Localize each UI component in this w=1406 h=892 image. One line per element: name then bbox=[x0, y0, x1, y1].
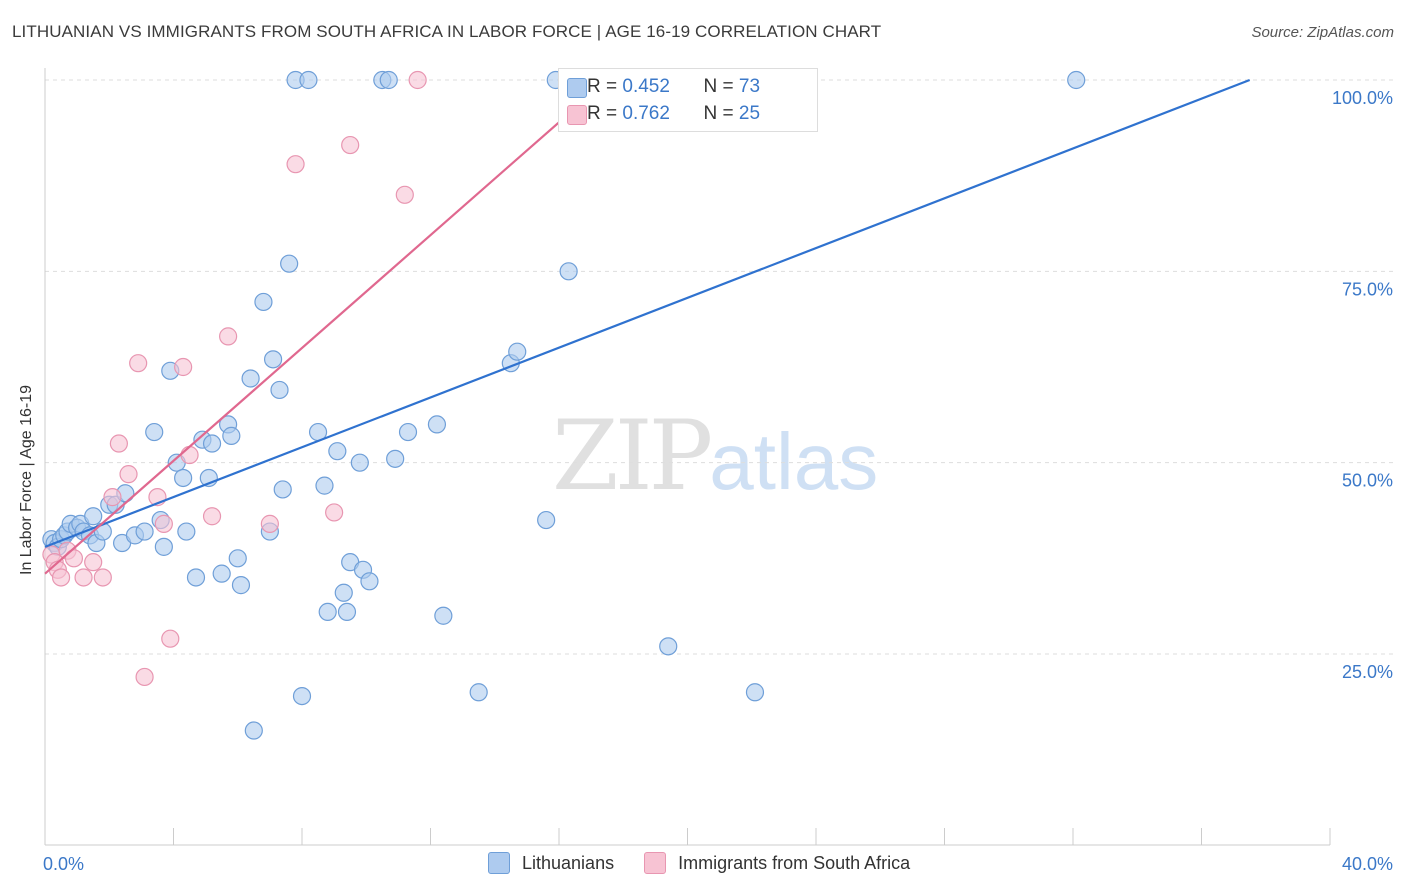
chart-title: LITHUANIAN VS IMMIGRANTS FROM SOUTH AFRI… bbox=[12, 22, 882, 41]
lithuanian-point bbox=[292, 686, 312, 706]
south-africa-point bbox=[341, 135, 360, 155]
y-axis-label: In Labor Force | Age 16-19 bbox=[18, 384, 35, 575]
lithuanian-point bbox=[299, 70, 318, 90]
x-tick-label: 0.0% bbox=[43, 854, 84, 874]
lithuanian-point bbox=[280, 254, 299, 273]
lithuanian-point bbox=[386, 449, 405, 468]
n-value: 25 bbox=[738, 103, 761, 124]
lithuanian-point bbox=[84, 507, 103, 526]
lithuanian-point bbox=[186, 568, 206, 587]
legend-item-south-africa: Immigrants from South Africa bbox=[644, 852, 910, 874]
lithuanian-point bbox=[135, 522, 154, 541]
lithuanian-point bbox=[270, 380, 289, 400]
south-africa-point bbox=[154, 514, 173, 533]
lithuanian-point bbox=[434, 606, 453, 625]
lithuanian-point bbox=[212, 564, 231, 583]
lithuanian-point bbox=[398, 422, 418, 442]
lithuanian-point bbox=[231, 576, 251, 595]
south-africa-point bbox=[119, 465, 138, 484]
lithuanian-point bbox=[360, 572, 379, 591]
lithuanian-point bbox=[244, 721, 263, 740]
south-africa-point bbox=[103, 488, 122, 507]
south-africa-trendline bbox=[44, 79, 608, 575]
lithuanian-point bbox=[154, 537, 173, 556]
lithuanian-point bbox=[1067, 70, 1086, 90]
r-label: R = bbox=[587, 76, 618, 97]
lithuanian-point bbox=[508, 342, 527, 361]
lithuanian-point bbox=[177, 522, 196, 541]
lithuanian-point bbox=[334, 583, 353, 602]
lithuanian-point bbox=[315, 476, 334, 495]
lithuanian-point bbox=[337, 602, 357, 622]
lithuanian-point bbox=[254, 292, 273, 312]
lithuanian-point bbox=[222, 426, 241, 445]
south-africa-point bbox=[219, 327, 238, 346]
blue-swatch bbox=[567, 78, 587, 98]
series-legend: Lithuanians Immigrants from South Africa bbox=[488, 852, 940, 874]
lithuanian-point bbox=[379, 70, 398, 90]
lithuanian-point bbox=[659, 637, 678, 656]
stats-legend: R = 0.452 N = 73 R = 0.762 N = 25 bbox=[558, 68, 818, 132]
y-tick-label: 100.0% bbox=[1332, 88, 1393, 108]
lithuanian-point bbox=[559, 262, 578, 281]
lithuanian-point bbox=[745, 683, 765, 702]
south-africa-point bbox=[135, 667, 154, 687]
r-value: 0.452 bbox=[622, 76, 670, 97]
lithuanian-point bbox=[427, 415, 447, 434]
south-africa-point bbox=[161, 629, 180, 648]
legend-label: Immigrants from South Africa bbox=[678, 852, 911, 873]
south-africa-point bbox=[202, 507, 222, 526]
south-africa-point bbox=[51, 568, 71, 587]
lithuanian-point bbox=[241, 369, 260, 388]
south-africa-point bbox=[109, 434, 128, 453]
r-value: 0.762 bbox=[622, 103, 670, 124]
south-africa-point bbox=[408, 70, 427, 90]
south-africa-point bbox=[260, 514, 279, 533]
south-africa-point bbox=[325, 503, 344, 522]
lithuanian-point bbox=[273, 480, 292, 499]
stats-row-south-africa: R = 0.762 N = 25 bbox=[567, 101, 761, 127]
lithuanian-point bbox=[318, 602, 337, 622]
lithuanian-point bbox=[350, 453, 369, 472]
south-africa-point bbox=[64, 549, 84, 568]
blue-swatch bbox=[488, 852, 510, 874]
lithuanian-trendline bbox=[44, 78, 1251, 548]
south-africa-point bbox=[129, 354, 148, 373]
lithuanian-point bbox=[174, 468, 193, 488]
watermark-atlas: atlas bbox=[709, 417, 879, 506]
south-africa-point bbox=[395, 185, 414, 204]
n-value: 73 bbox=[738, 76, 761, 97]
south-africa-point bbox=[74, 568, 93, 587]
watermark: ZIPatlas bbox=[552, 400, 878, 512]
r-label: R = bbox=[587, 103, 618, 124]
lithuanian-point bbox=[537, 510, 556, 530]
lithuanian-point bbox=[202, 434, 222, 453]
lithuanian-point bbox=[145, 422, 164, 442]
legend-label: Lithuanians bbox=[522, 852, 615, 873]
lithuanian-point bbox=[469, 683, 488, 702]
south-africa-point bbox=[93, 568, 112, 587]
y-tick-label: 75.0% bbox=[1342, 279, 1393, 299]
x-tick-label: 40.0% bbox=[1342, 854, 1393, 874]
n-label: N = bbox=[703, 76, 734, 97]
south-africa-point bbox=[180, 445, 199, 465]
stats-row-lithuanians: R = 0.452 N = 73 bbox=[567, 74, 761, 100]
lithuanian-point bbox=[328, 442, 347, 461]
legend-item-lithuanians: Lithuanians bbox=[488, 852, 614, 874]
lithuanian-point bbox=[228, 549, 247, 568]
pink-swatch bbox=[567, 105, 587, 125]
y-tick-label: 50.0% bbox=[1342, 471, 1393, 491]
pink-swatch bbox=[644, 852, 667, 874]
lithuanian-point bbox=[263, 350, 283, 369]
n-label: N = bbox=[703, 103, 734, 124]
south-africa-point bbox=[286, 155, 305, 174]
watermark-zip: ZIP bbox=[552, 400, 713, 512]
south-africa-point bbox=[174, 357, 193, 377]
source-label: Source: ZipAtlas.com bbox=[1251, 24, 1394, 41]
y-tick-label: 25.0% bbox=[1342, 662, 1393, 682]
south-africa-point bbox=[84, 553, 103, 572]
